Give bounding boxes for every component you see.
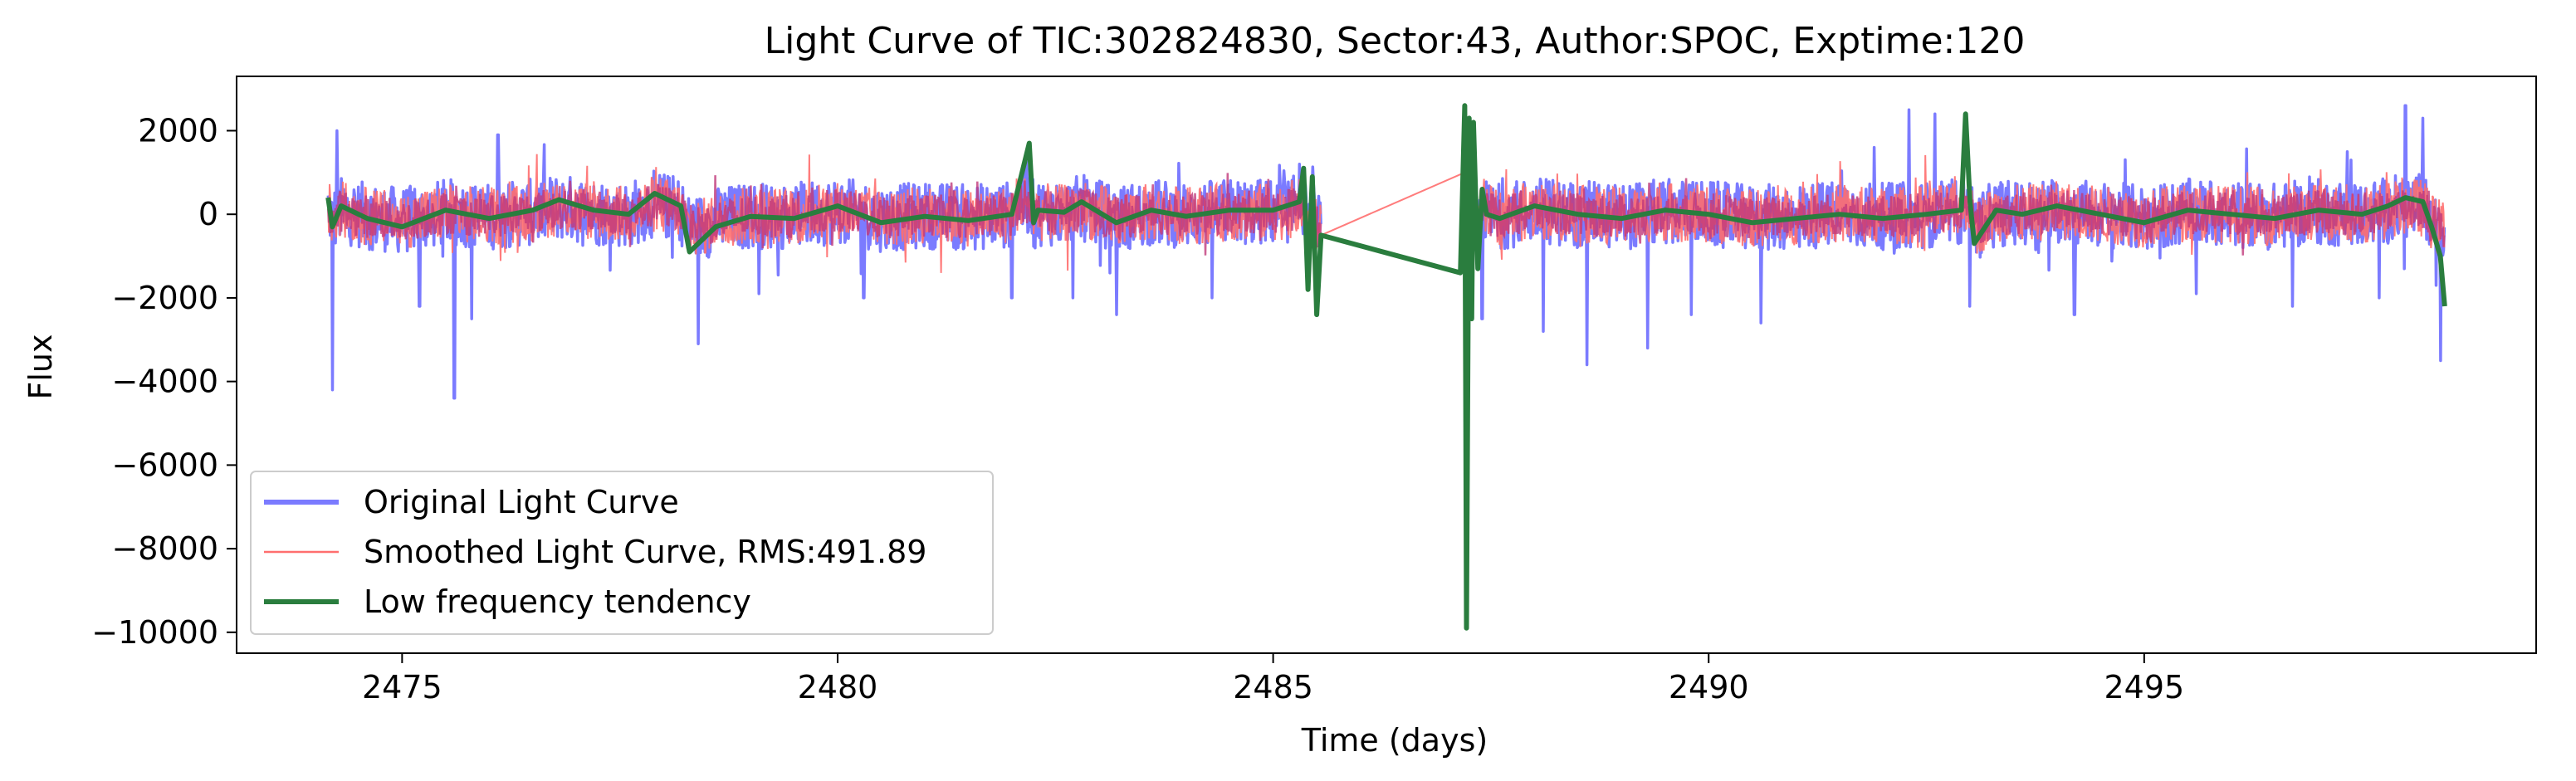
legend-label-original: Original Light Curve [364, 484, 679, 520]
y-axis-label: Flux [22, 334, 59, 400]
axes-frame [236, 76, 2537, 654]
y-tick-label: −8000 [111, 530, 218, 567]
x-tick-label: 2480 [798, 669, 878, 705]
legend-label-tendency: Low frequency tendency [364, 583, 751, 620]
x-tick-label: 2495 [2104, 669, 2184, 705]
x-tick-label: 2475 [362, 669, 442, 705]
chart-title: Light Curve of TIC:302824830, Sector:43,… [765, 20, 2026, 62]
y-tick-label: −2000 [111, 280, 218, 316]
x-tick-label: 2490 [1669, 669, 1749, 705]
y-axis: 2000 0 −2000 −4000 −6000 −8000 −10000 [91, 112, 237, 651]
y-tick-label: −4000 [111, 364, 218, 400]
legend-box [250, 471, 994, 635]
legend: Original Light Curve Smoothed Light Curv… [250, 471, 994, 635]
x-axis-label: Time (days) [1301, 722, 1488, 759]
y-tick-label: 0 [198, 196, 218, 232]
y-tick-label: −10000 [91, 614, 218, 651]
series-tendency-line [325, 103, 2447, 631]
x-tick-label: 2485 [1233, 669, 1313, 705]
legend-label-smoothed: Smoothed Light Curve, RMS:491.89 [364, 534, 926, 570]
x-axis: 2475 2480 2485 2490 2495 [362, 653, 2184, 705]
y-tick-label: −6000 [111, 447, 218, 483]
y-tick-label: 2000 [138, 112, 218, 149]
plot-area [325, 103, 2447, 631]
